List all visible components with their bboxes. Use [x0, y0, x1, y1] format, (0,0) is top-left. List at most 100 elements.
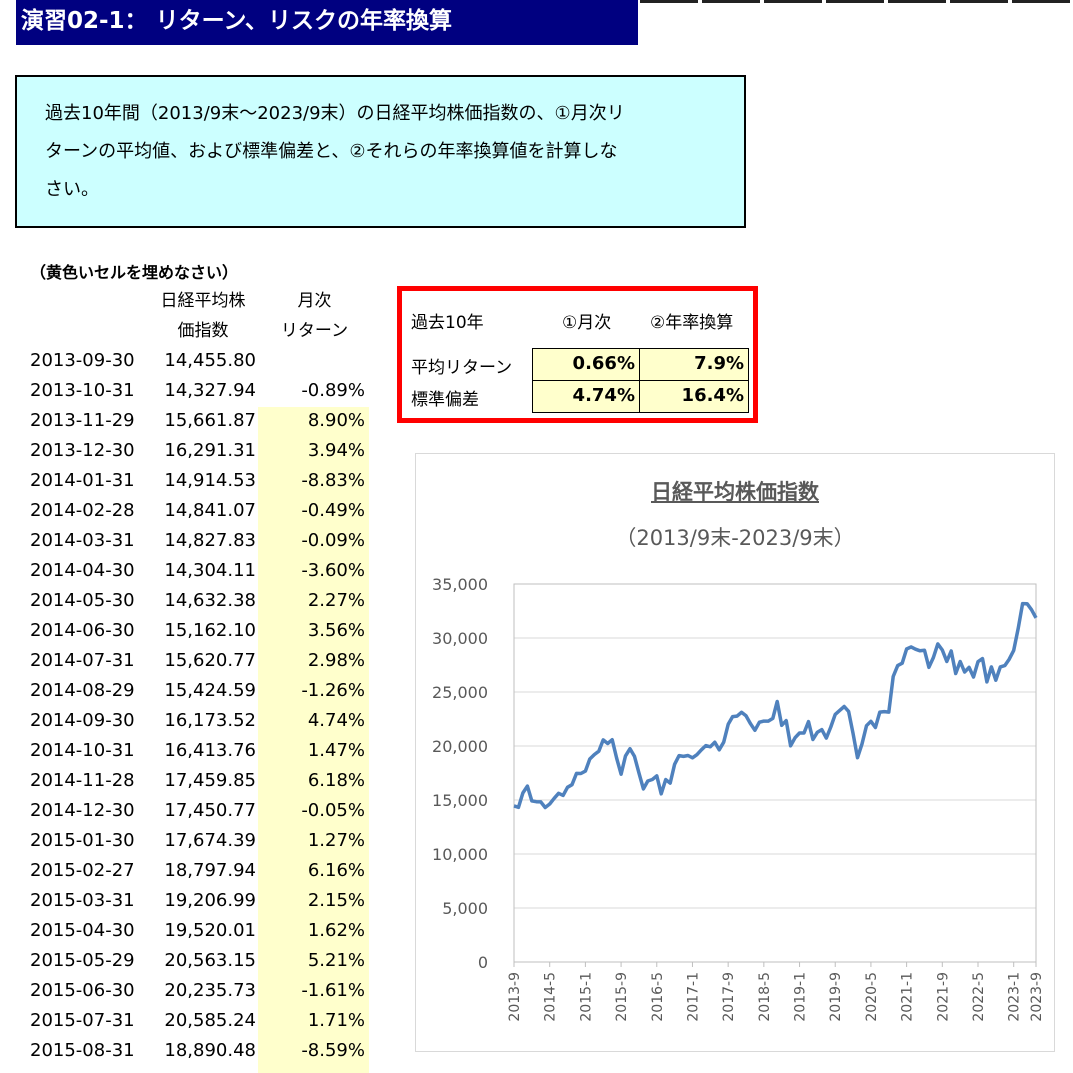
price-cell: 16,291.31 [164, 440, 256, 461]
x-tick-label: 2021-1 [900, 972, 916, 1022]
price-cell: 19,520.01 [164, 920, 256, 941]
price-header-line-2: 価指数 [177, 321, 229, 341]
date-cell: 2015-05-29 [30, 950, 135, 971]
price-cell: 14,632.38 [164, 590, 256, 611]
x-tick-label: 2015-1 [578, 972, 594, 1022]
x-tick-label: 2019-9 [828, 972, 844, 1022]
date-cell: 2014-08-29 [30, 680, 135, 701]
price-cell: 15,620.77 [164, 650, 256, 671]
return-cell[interactable]: -0.09% [301, 530, 365, 551]
series-line [513, 601, 1038, 810]
summary-monthly-header: ①月次 [562, 313, 612, 333]
x-tick-label: 2013-9 [507, 972, 523, 1022]
return-cell[interactable]: 8.90% [307, 410, 365, 431]
price-cell: 14,827.83 [164, 530, 256, 551]
date-cell: 2014-09-30 [30, 710, 135, 731]
return-cell[interactable]: 1.62% [307, 920, 365, 941]
top-gridline [640, 0, 1073, 3]
x-tick-label: 2016-5 [650, 972, 666, 1022]
return-cell[interactable]: 1.27% [307, 830, 365, 851]
problem-line-1: 過去10年間（2013/9末～2023/9末）の日経平均株価指数の、①月次リ [45, 103, 625, 124]
price-cell: 17,450.77 [164, 800, 256, 821]
price-cell: 14,304.11 [164, 560, 256, 581]
date-cell: 2015-07-31 [30, 1010, 135, 1031]
return-cell[interactable]: -1.26% [301, 680, 365, 701]
return-cell[interactable]: 1.71% [307, 1010, 365, 1031]
return-cell[interactable]: 5.21% [307, 950, 365, 971]
price-cell: 19,206.99 [164, 890, 256, 911]
x-tick-label: 2023-1 [1007, 972, 1023, 1022]
return-header-line-1: 月次 [297, 291, 332, 311]
date-cell: 2014-12-30 [30, 800, 135, 821]
summary-table: 過去10年 ①月次 ②年率換算 平均リターン 標準偏差 0.66% 7.9% 4… [397, 286, 758, 423]
chart-plot: 0 5,000 10,000 15,000 20,000 25,000 30,000 35,0… [432, 575, 1045, 1022]
return-cell[interactable]: 3.94% [307, 440, 365, 461]
date-cell: 2013-09-30 [30, 350, 135, 371]
price-cell: 20,563.15 [164, 950, 256, 971]
y-tick-label: 30,000 [432, 629, 488, 648]
price-cell: 14,327.94 [164, 380, 256, 401]
chart-title: 日経平均株価指数 [651, 480, 819, 504]
date-cell: 2015-06-30 [30, 980, 135, 1001]
return-cell[interactable]: 3.56% [307, 620, 365, 641]
std-monthly-cell[interactable]: 4.74% [532, 380, 640, 413]
avg-monthly-cell[interactable]: 0.66% [532, 348, 640, 381]
return-header: 月次 リターン [262, 286, 367, 346]
date-cell: 2014-11-28 [30, 770, 135, 791]
plot-area [513, 583, 1037, 963]
return-cell[interactable]: 4.74% [307, 710, 365, 731]
std-annual-cell[interactable]: 16.4% [639, 380, 749, 413]
return-cell[interactable]: 6.16% [307, 860, 365, 881]
date-cell: 2014-06-30 [30, 620, 135, 641]
return-cell[interactable]: -0.05% [301, 800, 365, 821]
return-cell[interactable]: -3.60% [301, 560, 365, 581]
return-cell[interactable]: -0.49% [301, 500, 365, 521]
return-cell[interactable]: -8.83% [301, 470, 365, 491]
x-tick-label: 2022-5 [971, 972, 987, 1022]
return-cell[interactable]: 2.15% [307, 890, 365, 911]
y-tick-label: 35,000 [432, 575, 488, 594]
y-tick-label: 0 [478, 953, 488, 972]
date-cell: 2013-11-29 [30, 410, 135, 431]
return-cell: -0.89% [301, 380, 365, 401]
return-cell[interactable]: -8.59% [301, 1040, 365, 1061]
avg-annual-cell[interactable]: 7.9% [639, 348, 749, 381]
date-cell: 2015-03-31 [30, 890, 135, 911]
y-tick-label: 15,000 [432, 791, 488, 810]
page-title: 演習02-1： リターン、リスクの年率換算 [16, 0, 638, 45]
y-tick-label: 25,000 [432, 683, 488, 702]
price-header-line-1: 日経平均株 [160, 291, 246, 311]
avg-return-label: 平均リターン [411, 358, 513, 378]
price-cell: 18,797.94 [164, 860, 256, 881]
x-tick-label: 2015-9 [614, 972, 630, 1022]
problem-line-3: さい。 [45, 179, 99, 200]
std-dev-label: 標準偏差 [411, 390, 479, 410]
problem-statement: 過去10年間（2013/9末～2023/9末）の日経平均株価指数の、①月次リ タ… [15, 75, 746, 228]
x-tick-label: 2014-5 [543, 972, 559, 1022]
date-cell: 2015-01-30 [30, 830, 135, 851]
instruction-note: （黄色いセルを埋めなさい） [30, 263, 239, 282]
price-cell: 20,235.73 [164, 980, 256, 1001]
summary-period-label: 過去10年 [411, 313, 484, 333]
return-cell[interactable]: 6.18% [307, 770, 365, 791]
nikkei-chart[interactable]: 日経平均株価指数 （2013/9末-2023/9末） 0 5,000 10,000 1… [415, 453, 1055, 1052]
x-tick-label: 2023-9 [1029, 972, 1045, 1022]
price-cell: 14,841.07 [164, 500, 256, 521]
return-cell[interactable]: 2.98% [307, 650, 365, 671]
return-cell[interactable]: 2.27% [307, 590, 365, 611]
date-cell: 2014-10-31 [30, 740, 135, 761]
date-cell: 2015-04-30 [30, 920, 135, 941]
date-cell: 2014-02-28 [30, 500, 135, 521]
chart-subtitle: （2013/9末-2023/9末） [615, 526, 855, 550]
problem-line-2: ターンの平均値、および標準偏差と、②それらの年率換算値を計算しな [45, 141, 618, 162]
price-cell: 15,424.59 [164, 680, 256, 701]
date-cell: 2014-01-31 [30, 470, 135, 491]
date-cell: 2015-08-31 [30, 1040, 135, 1061]
price-cell: 16,173.52 [164, 710, 256, 731]
return-header-line-2: リターン [280, 321, 349, 341]
return-cell[interactable]: -1.61% [301, 980, 365, 1001]
return-cell[interactable]: 1.47% [307, 740, 365, 761]
date-cell: 2015-02-27 [30, 860, 135, 881]
x-tick-label: 2020-5 [864, 972, 880, 1022]
price-cell: 20,585.24 [164, 1010, 256, 1031]
